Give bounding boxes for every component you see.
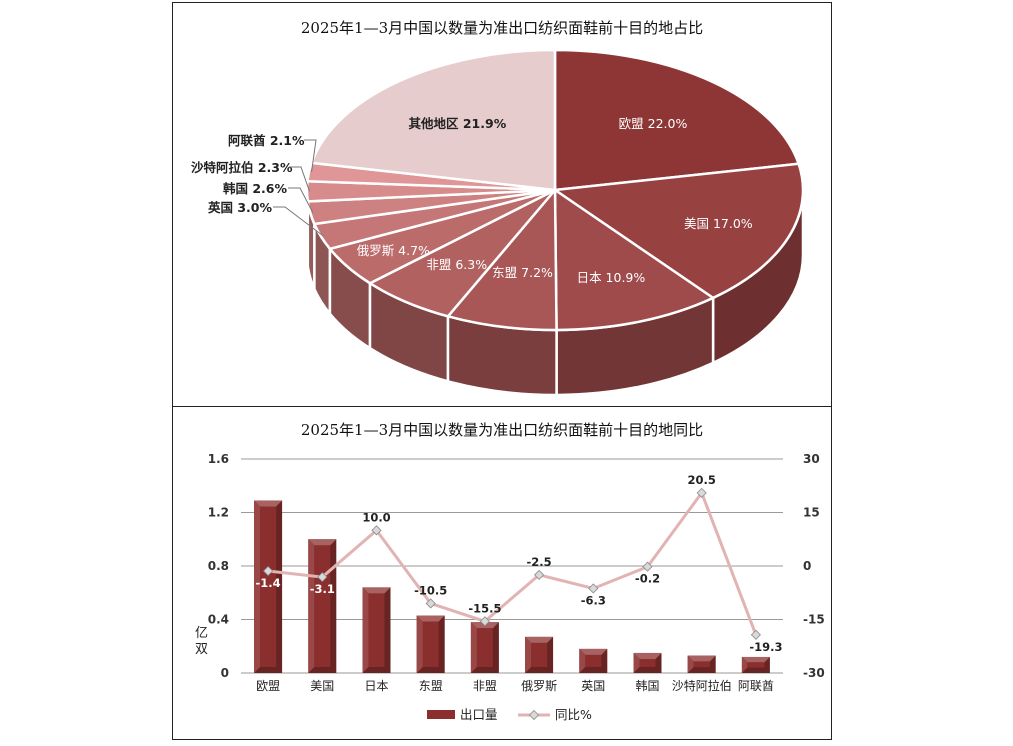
line-marker [371, 525, 382, 536]
x-tick-label: 英国 [581, 679, 605, 693]
x-tick-label: 俄罗斯 [521, 679, 557, 693]
pie-label-日本: 日本 10.9% [577, 270, 646, 285]
x-tick-label: 东盟 [419, 679, 443, 693]
bar-韩国 [633, 652, 662, 673]
y2-tick-label: -15 [803, 613, 825, 627]
pie-label-欧盟: 欧盟 22.0% [619, 116, 688, 131]
line-marker [534, 569, 545, 580]
pie-label-美国: 美国 17.0% [684, 216, 753, 231]
pie-label-阿联酋: 阿联酋 2.1% [228, 133, 305, 148]
y-axis-label: 亿双 [195, 626, 208, 657]
data-label: -15.5 [468, 601, 501, 615]
line-marker [696, 487, 707, 498]
line-marker [588, 583, 599, 594]
bar-日本 [362, 587, 391, 673]
bars [254, 500, 770, 673]
bar-美国 [308, 539, 337, 673]
data-label: 10.0 [362, 510, 390, 524]
pie-slice-美国 [551, 162, 805, 300]
pie-label-其他地区: 其他地区 21.9% [409, 116, 507, 131]
legend-label-bar: 出口量 [460, 707, 498, 722]
x-tick-label: 欧盟 [256, 679, 280, 693]
line-marker [479, 616, 490, 627]
grid: 1.6 1.2 0.8 0.4 0 30 15 0 -15 -30 [208, 452, 825, 680]
pie-leader-韩国 [288, 187, 314, 213]
legend-label-line: 同比% [555, 707, 592, 722]
pie-label-英国: 英国 3.0% [208, 200, 272, 215]
bar-俄罗斯 [525, 636, 554, 673]
x-tick-label: 韩国 [635, 678, 659, 693]
line-marker [263, 565, 274, 577]
pie-chart: 欧盟 22.0% 美国 17.0% 日本 10.9% 东盟 7.2% 非盟 6.3%俄罗… [191, 48, 805, 397]
legend: 出口量 同比% [427, 707, 592, 722]
data-label: -2.5 [527, 555, 552, 569]
pie-slice-东盟 [445, 186, 558, 332]
y-tick-label: 0.4 [208, 613, 229, 627]
pie-leader-沙特阿拉伯 [289, 166, 310, 192]
pie-slice-欧盟 [553, 48, 801, 192]
combo-chart-panel: 2025年1—3月中国以数量为准出口纺织面鞋前十目的地同比 1.6 1.2 0.8 0… [172, 406, 832, 740]
pie-label-俄罗斯: 俄罗斯 4.7% [357, 243, 430, 258]
pie-label-韩国: 韩国 2.6% [223, 181, 287, 196]
data-label: -19.3 [749, 640, 782, 654]
x-tick-label: 沙特阿拉伯 [672, 678, 732, 693]
line-yoy [267, 489, 758, 636]
line-marker [317, 571, 328, 583]
combo-chart-title: 2025年1—3月中国以数量为准出口纺织面鞋前十目的地同比 [300, 421, 704, 439]
data-label: -1.4 [256, 576, 281, 590]
y2-tick-label: 30 [803, 452, 820, 466]
pie-chart-panel: 2025年1—3月中国以数量为准出口纺织面鞋前十目的地占比 欧盟 22.0% 美国… [172, 2, 832, 407]
pie-label-非盟: 非盟 6.3% [426, 257, 487, 272]
pie-label-东盟: 东盟 7.2% [492, 265, 553, 280]
pie-labels: 欧盟 22.0% 美国 17.0% 日本 10.9% 东盟 7.2% 非盟 6.3%俄罗… [191, 116, 753, 285]
y-tick-label: 0 [221, 666, 229, 680]
bar-东盟 [416, 615, 445, 673]
bar-非盟 [470, 622, 499, 673]
bar-英国 [579, 648, 608, 673]
y2-tick-label: 15 [803, 506, 820, 520]
data-label: 20.5 [688, 473, 716, 487]
data-label: -0.2 [635, 572, 660, 586]
x-tick-label: 美国 [310, 679, 334, 693]
line-markers: -1.4 -3.1 10.0 -10.5 -15.5 -2.5 -6.3 -0.2 20.5 -1… [256, 473, 783, 654]
pie-top [305, 48, 805, 332]
line-marker [425, 598, 436, 609]
data-label: -10.5 [414, 583, 447, 597]
pie-leader-阿联酋 [304, 139, 317, 173]
x-tick-label: 非盟 [473, 679, 497, 693]
pie-leader-英国 [273, 206, 324, 237]
x-tick-label: 阿联酋 [738, 678, 774, 693]
y-tick-label: 0.8 [208, 559, 229, 573]
y-tick-label: 1.2 [208, 506, 229, 520]
y2-tick-label: 0 [803, 559, 811, 573]
x-tick-label: 日本 [364, 679, 388, 693]
data-label: -3.1 [310, 582, 335, 596]
bar-阿联酋 [741, 656, 770, 673]
y2-tick-label: -30 [803, 666, 825, 680]
y-tick-label: 1.6 [208, 452, 229, 466]
line-marker [642, 561, 653, 572]
pie-slice-其他地区 [309, 48, 557, 192]
legend-swatch-bar [427, 710, 455, 719]
x-tick-labels: 欧盟 美国 日本 东盟 非盟 俄罗斯 英国 韩国 沙特阿拉伯 阿联酋 [256, 678, 774, 693]
bar-沙特阿拉伯 [687, 655, 716, 673]
data-label: -6.3 [581, 593, 606, 607]
pie-label-沙特阿拉伯: 沙特阿拉伯 2.3% [191, 160, 293, 175]
pie-chart-title: 2025年1—3月中国以数量为准出口纺织面鞋前十目的地占比 [300, 19, 704, 37]
line-marker [750, 629, 761, 640]
bar-欧盟 [254, 500, 283, 673]
pie-slice-日本 [553, 187, 716, 332]
